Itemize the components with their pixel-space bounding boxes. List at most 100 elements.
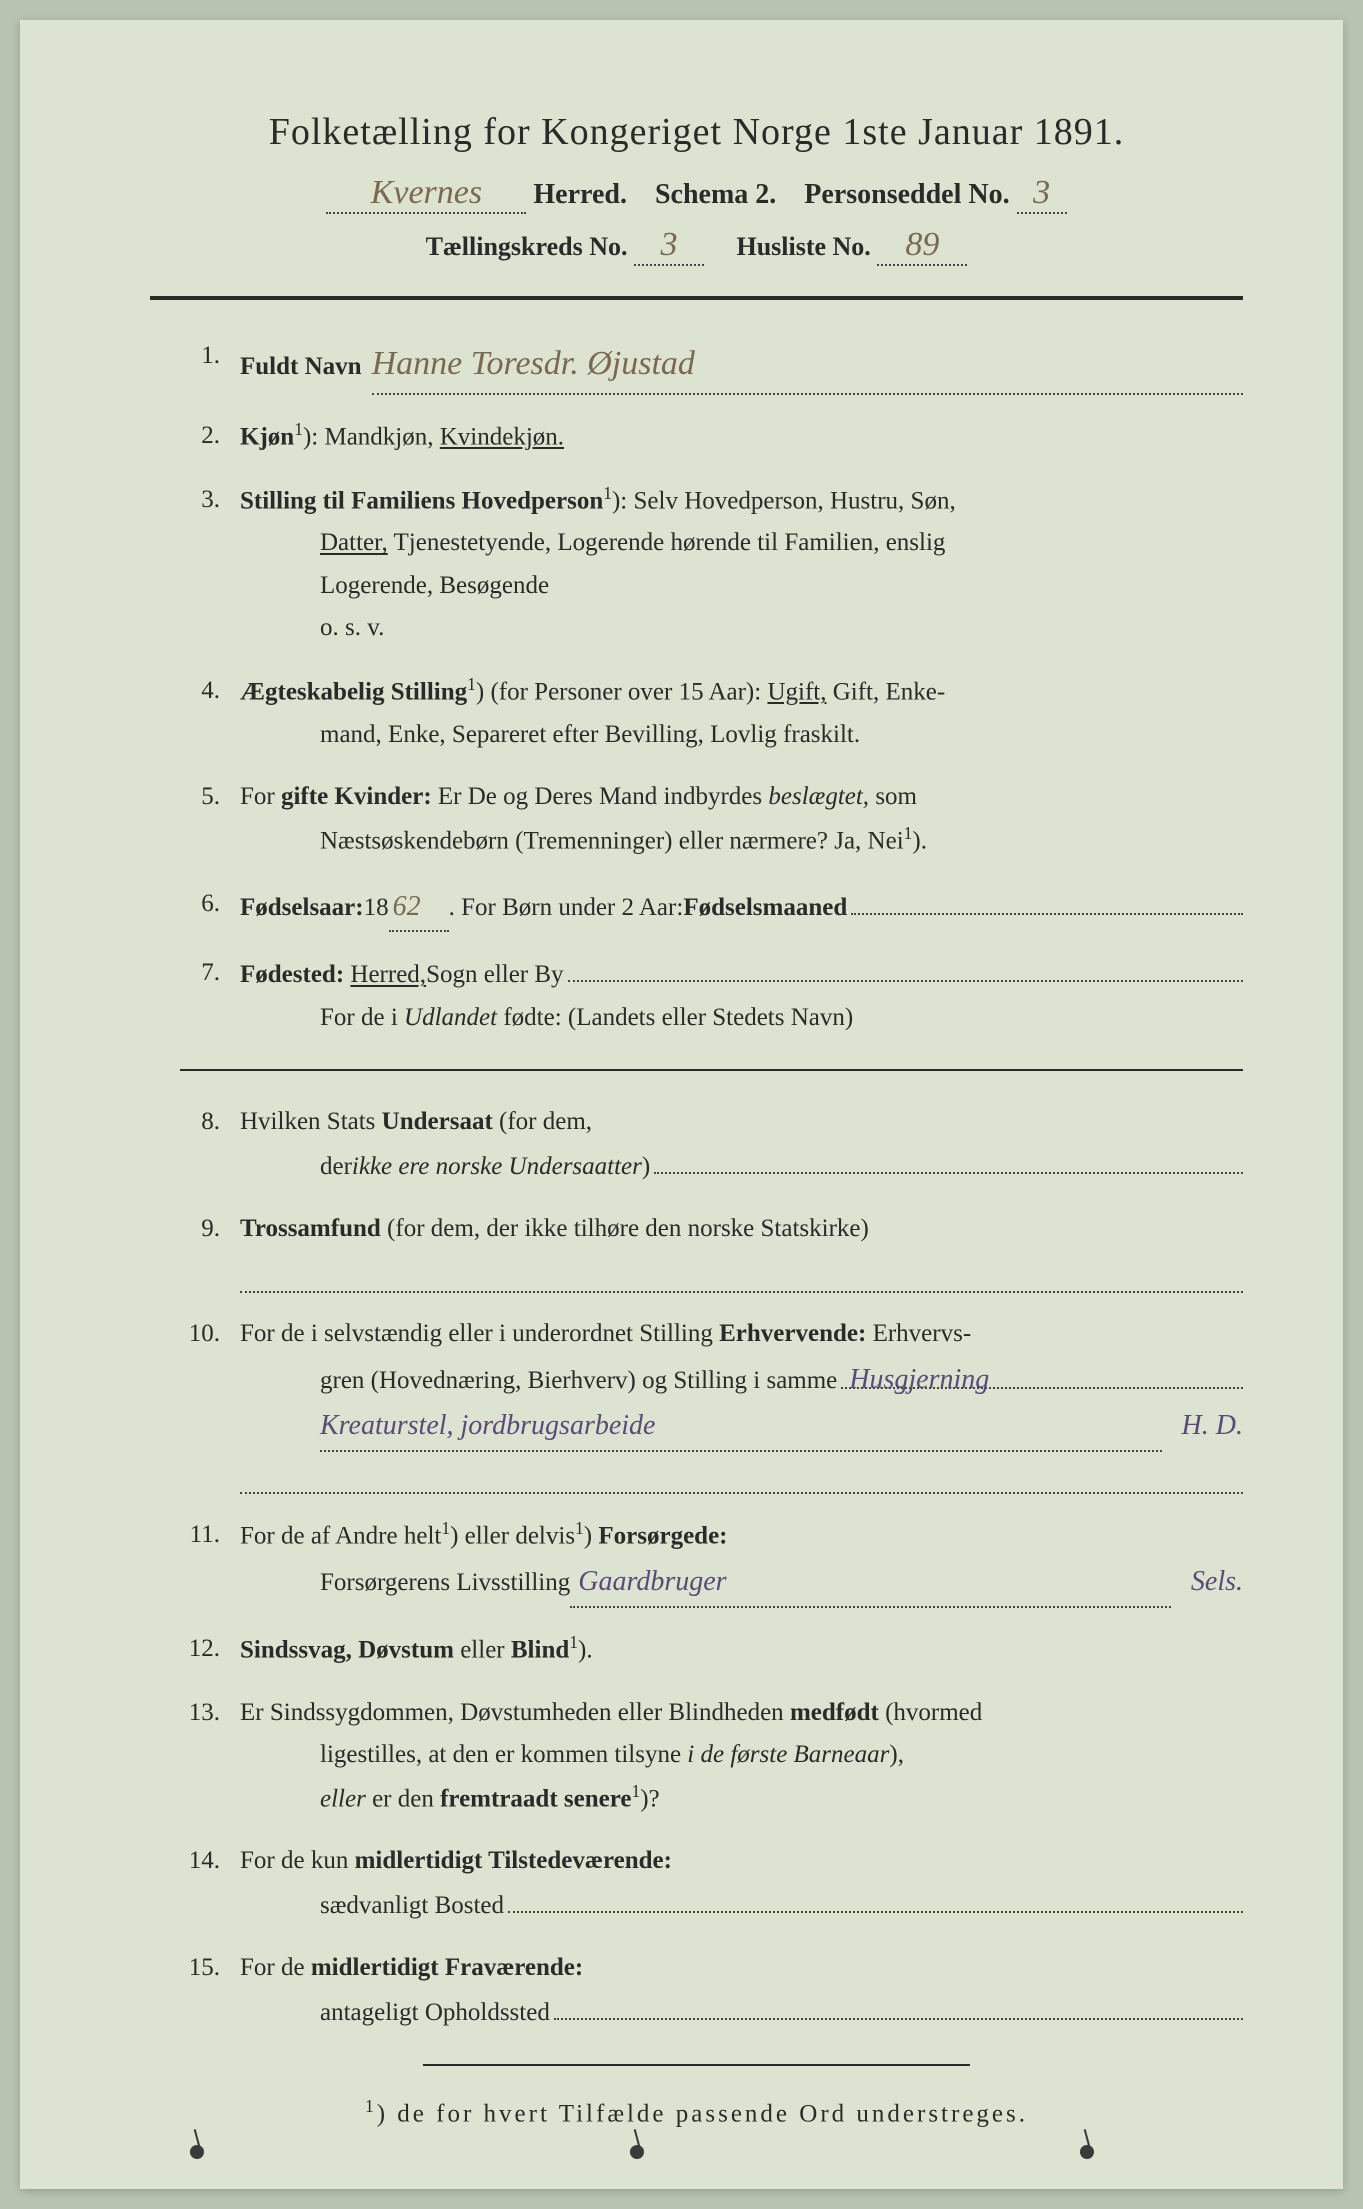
footnote-text: ) de for hvert Tilfælde passende Ord und…: [377, 2101, 1028, 2128]
item-8: 8. Hvilken Stats Undersaat (for dem, der…: [180, 1101, 1243, 1188]
pre: For: [240, 783, 281, 810]
rest: Tjenestetyende, Logerende hørende til Fa…: [388, 529, 946, 556]
line2-text: Næstsøskendebørn (Tremenninger) eller næ…: [320, 827, 904, 854]
label2: Blind: [511, 1636, 569, 1663]
rest: (for dem,: [493, 1108, 592, 1135]
item-body: For de kun midlertidigt Tilstedeværende:…: [240, 1840, 1243, 1927]
hand3: H. D.: [1182, 1402, 1243, 1450]
pre: Hvilken Stats: [240, 1108, 382, 1135]
item-num: 13.: [180, 1692, 240, 1821]
line2: mand, Enke, Separeret efter Bevilling, L…: [240, 714, 1243, 757]
dotted: [240, 1464, 1243, 1494]
selected: Herred,: [350, 954, 426, 997]
year-hand: 62: [389, 883, 449, 933]
husliste-no: 89: [877, 226, 967, 266]
rest: Gift, Enke-: [826, 678, 945, 705]
footnote: 1) de for hvert Tilfælde passende Ord un…: [150, 2096, 1243, 2128]
label: gifte Kvinder:: [281, 783, 432, 810]
kreds-label: Tællingskreds No.: [426, 232, 628, 261]
main-title: Folketælling for Kongeriget Norge 1ste J…: [150, 110, 1243, 154]
dotted: [240, 1263, 1243, 1293]
census-form-page: Folketælling for Kongeriget Norge 1ste J…: [20, 20, 1343, 2189]
tail: (for dem, der ikke tilhøre den norske St…: [381, 1215, 869, 1242]
italic: ikke ere norske Undersaatter: [352, 1146, 642, 1189]
item-num: 5.: [180, 776, 240, 862]
sup1: 1: [441, 1518, 450, 1538]
item-15: 15. For de midlertidigt Fraværende: anta…: [180, 1947, 1243, 2034]
line2-text: Forsørgerens Livsstilling: [320, 1562, 570, 1605]
label: Kjøn: [240, 423, 294, 450]
sup: 1: [467, 674, 476, 694]
selected: Datter,: [320, 529, 388, 556]
pre: For de i: [320, 1004, 404, 1031]
item-body: For de i selvstændig eller i underordnet…: [240, 1313, 1243, 1494]
bold: midlertidigt Fraværende:: [311, 1954, 583, 1981]
line2-text: sædvanligt Bosted: [320, 1885, 504, 1928]
line2: sædvanligt Bosted: [240, 1883, 1243, 1928]
tail: ): [584, 1523, 599, 1550]
item-body: Fødested: Herred, Sogn eller By For de i…: [240, 952, 1243, 1039]
bold1: medfødt: [790, 1699, 879, 1726]
item-num: 6.: [180, 883, 240, 933]
item-body: Fødselsaar: 1862. For Børn under 2 Aar: …: [240, 883, 1243, 933]
subtitle-row-1: Kvernes Herred. Schema 2. Personseddel N…: [150, 174, 1243, 214]
label: Sindssvag, Døvstum: [240, 1636, 454, 1663]
name-handwritten: Hanne Toresdr. Øjustad: [372, 335, 1243, 395]
mid: er den: [366, 1785, 440, 1812]
year-prefix: 18: [364, 887, 389, 930]
personseddel-no: 3: [1017, 174, 1067, 214]
item-10: 10. For de i selvstændig eller i underor…: [180, 1313, 1243, 1494]
divider-bottom: [423, 2064, 970, 2066]
item-num: 14.: [180, 1840, 240, 1927]
line2: Datter, Tjenestetyende, Logerende hørend…: [240, 522, 1243, 565]
line3: Logerende, Besøgende: [240, 565, 1243, 608]
schema-label: Schema 2.: [655, 179, 776, 210]
item-body: Sindssvag, Døvstum eller Blind1).: [240, 1628, 1243, 1672]
dotted: [654, 1144, 1243, 1174]
bold: Forsørgede:: [598, 1523, 727, 1550]
footnote-sup: 1: [365, 2096, 377, 2116]
herred-handwritten: Kvernes: [326, 174, 526, 214]
pre: For de i selvstændig eller i underordnet…: [240, 1320, 719, 1347]
line2: Næstsøskendebørn (Tremenninger) eller næ…: [240, 819, 1243, 863]
item-5: 5. For gifte Kvinder: Er De og Deres Man…: [180, 776, 1243, 862]
husliste-label: Husliste No.: [736, 232, 870, 261]
line2-text: gren (Hovednæring, Bierhverv) og Stillin…: [320, 1360, 837, 1403]
label: Stilling til Familiens Hovedperson: [240, 487, 603, 514]
line3: eller er den fremtraadt senere1)?: [240, 1777, 1243, 1821]
item-body: For gifte Kvinder: Er De og Deres Mand i…: [240, 776, 1243, 862]
bold: Erhvervende:: [719, 1320, 866, 1347]
item-body: Stilling til Familiens Hovedperson1): Se…: [240, 479, 1243, 650]
item-num: 7.: [180, 952, 240, 1039]
rest: som: [869, 783, 917, 810]
subtitle-row-2: Tællingskreds No. 3 Husliste No. 89: [150, 226, 1243, 266]
end: )?: [640, 1785, 659, 1812]
selected: Kvindekjøn.: [440, 423, 564, 450]
item-num: 8.: [180, 1101, 240, 1188]
item-2: 2. Kjøn1): Mandkjøn, Kvindekjøn.: [180, 415, 1243, 459]
item-num: 15.: [180, 1947, 240, 2034]
tail: ) (for Personer over 15 Aar):: [476, 678, 768, 705]
item-num: 1.: [180, 335, 240, 395]
item-num: 9.: [180, 1208, 240, 1293]
item-num: 2.: [180, 415, 240, 459]
end: ),: [889, 1741, 904, 1768]
label: Fødselsaar:: [240, 887, 364, 930]
item-num: 3.: [180, 479, 240, 650]
item-body: Kjøn1): Mandkjøn, Kvindekjøn.: [240, 415, 1243, 459]
selected: Ugift,: [767, 678, 826, 705]
item-num: 10.: [180, 1313, 240, 1494]
dotted: [508, 1883, 1243, 1913]
line3: Kreaturstel, jordbrugsarbeide H. D.: [240, 1402, 1243, 1452]
item-11: 11. For de af Andre helt1) eller delvis1…: [180, 1514, 1243, 1607]
item-13: 13. Er Sindssygdommen, Døvstumheden elle…: [180, 1692, 1243, 1821]
pre: For de kun: [240, 1847, 355, 1874]
item-num: 12.: [180, 1628, 240, 1672]
hand2: Sels.: [1191, 1558, 1243, 1606]
label: Trossamfund: [240, 1215, 381, 1242]
sup: 1: [603, 483, 612, 503]
rest: (hvormed: [879, 1699, 982, 1726]
personseddel-label: Personseddel No.: [804, 179, 1009, 210]
rest: fødte: (Landets eller Stedets Navn): [497, 1004, 853, 1031]
pre: For de af Andre helt: [240, 1523, 441, 1550]
